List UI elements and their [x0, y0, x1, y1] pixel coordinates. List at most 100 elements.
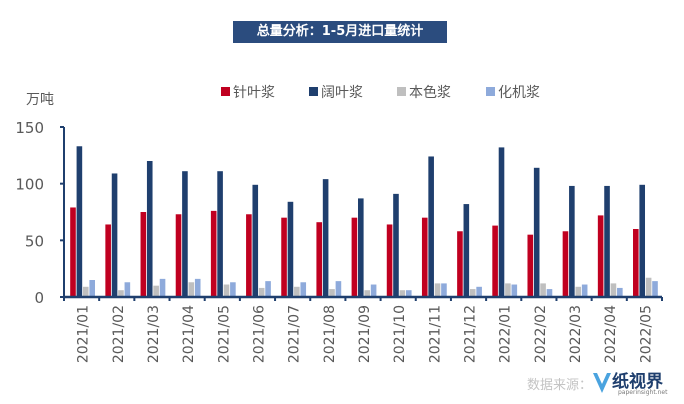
bar [441, 283, 447, 297]
bar [617, 287, 623, 297]
y-tick-label: 100 [15, 176, 44, 194]
bar [287, 201, 294, 297]
x-tick-label: 2021/04 [181, 305, 197, 363]
x-tick-label: 2021/07 [287, 305, 303, 363]
bar [463, 204, 470, 297]
bar [358, 198, 364, 297]
x-tick-label: 2022/05 [638, 305, 654, 363]
bar [82, 286, 89, 297]
bar [182, 171, 188, 297]
x-tick-label: 2021/06 [251, 305, 267, 363]
legend-label: 化机浆 [498, 85, 540, 101]
bar [492, 225, 498, 297]
logo-mark-icon [593, 373, 611, 393]
bar [258, 287, 265, 297]
x-axis-ticks: 2021/01 2021/02 2021/03 2021/04 2021/05 2021/… [76, 305, 655, 363]
bar [70, 207, 76, 297]
x-tick-label: 2021/12 [463, 305, 479, 363]
y-axis-ticks: 0 50 100 150 [15, 119, 44, 307]
x-tick-label: 2021/08 [322, 305, 338, 363]
legend-swatch [397, 87, 406, 96]
bar [322, 179, 329, 297]
x-tick-label: 2022/01 [498, 305, 514, 363]
y-axis-unit-label: 万吨 [26, 92, 54, 108]
y-tick-label: 50 [25, 232, 44, 250]
x-tick-label: 2021/10 [392, 305, 408, 363]
bar [329, 289, 335, 297]
bar [469, 289, 476, 297]
x-tick-label: 2022/04 [603, 305, 619, 363]
bar [217, 171, 223, 297]
bars [70, 146, 658, 297]
bar [153, 285, 159, 297]
brand-logo: 纸视界 paperinsight.net [590, 367, 680, 401]
bar [569, 185, 575, 297]
axes [60, 126, 663, 301]
y-tick-label: 0 [34, 289, 44, 307]
legend-swatch [309, 87, 318, 96]
bar [527, 234, 534, 297]
bar [146, 161, 153, 297]
legend-swatch [221, 87, 230, 96]
bar [364, 290, 370, 297]
bar [457, 231, 463, 297]
bar [252, 184, 259, 297]
bar [246, 214, 252, 297]
bar [76, 146, 83, 297]
bar [399, 290, 406, 297]
bar [581, 284, 588, 297]
bar [281, 217, 287, 297]
bar [159, 278, 166, 297]
x-tick-label: 2022/03 [568, 305, 584, 363]
bar [111, 173, 118, 297]
bar [434, 283, 441, 297]
bar [505, 283, 511, 297]
x-tick-label: 2021/09 [357, 305, 373, 363]
bar [540, 283, 546, 297]
bar [265, 281, 271, 297]
bar [498, 147, 505, 297]
bar [476, 286, 482, 297]
bar [223, 284, 230, 297]
bar [140, 212, 147, 297]
bar [652, 281, 658, 297]
bar [633, 229, 639, 297]
bar [351, 217, 358, 297]
bar [118, 290, 124, 297]
bar [194, 278, 201, 297]
bar [188, 282, 195, 297]
bar [562, 231, 569, 297]
x-tick-label: 2021/03 [146, 305, 162, 363]
y-tick-label: 150 [15, 119, 44, 137]
legend-label: 阔叶浆 [321, 85, 363, 101]
bar [421, 217, 428, 297]
bar [335, 281, 342, 297]
legend-label: 针叶浆 [233, 85, 275, 101]
bar [89, 280, 95, 297]
x-tick-label: 2022/02 [533, 305, 549, 363]
bar [386, 224, 393, 297]
bar [300, 282, 307, 297]
bar [645, 277, 652, 297]
logo-name: 纸视界 [612, 372, 663, 392]
bar [597, 215, 604, 297]
bar [610, 283, 617, 297]
x-tick-label: 2021/05 [216, 305, 232, 363]
bar [575, 286, 582, 297]
bar [533, 167, 540, 297]
bar [604, 185, 610, 297]
bar [428, 156, 434, 297]
legend: 针叶浆 阔叶浆 本色浆 化机浆 [221, 84, 540, 101]
chart-title: 总量分析：1-5月进口量统计 [233, 21, 447, 43]
data-source-watermark: 数据来源： [527, 378, 593, 393]
bar [639, 184, 646, 297]
bar [546, 289, 553, 297]
bar [175, 214, 182, 297]
logo-url: paperinsight.net [618, 389, 668, 396]
legend-label: 本色浆 [409, 84, 451, 101]
bar [511, 284, 518, 297]
bar [370, 284, 377, 297]
x-tick-label: 2021/02 [111, 305, 127, 363]
x-tick-label: 2021/01 [76, 305, 92, 363]
